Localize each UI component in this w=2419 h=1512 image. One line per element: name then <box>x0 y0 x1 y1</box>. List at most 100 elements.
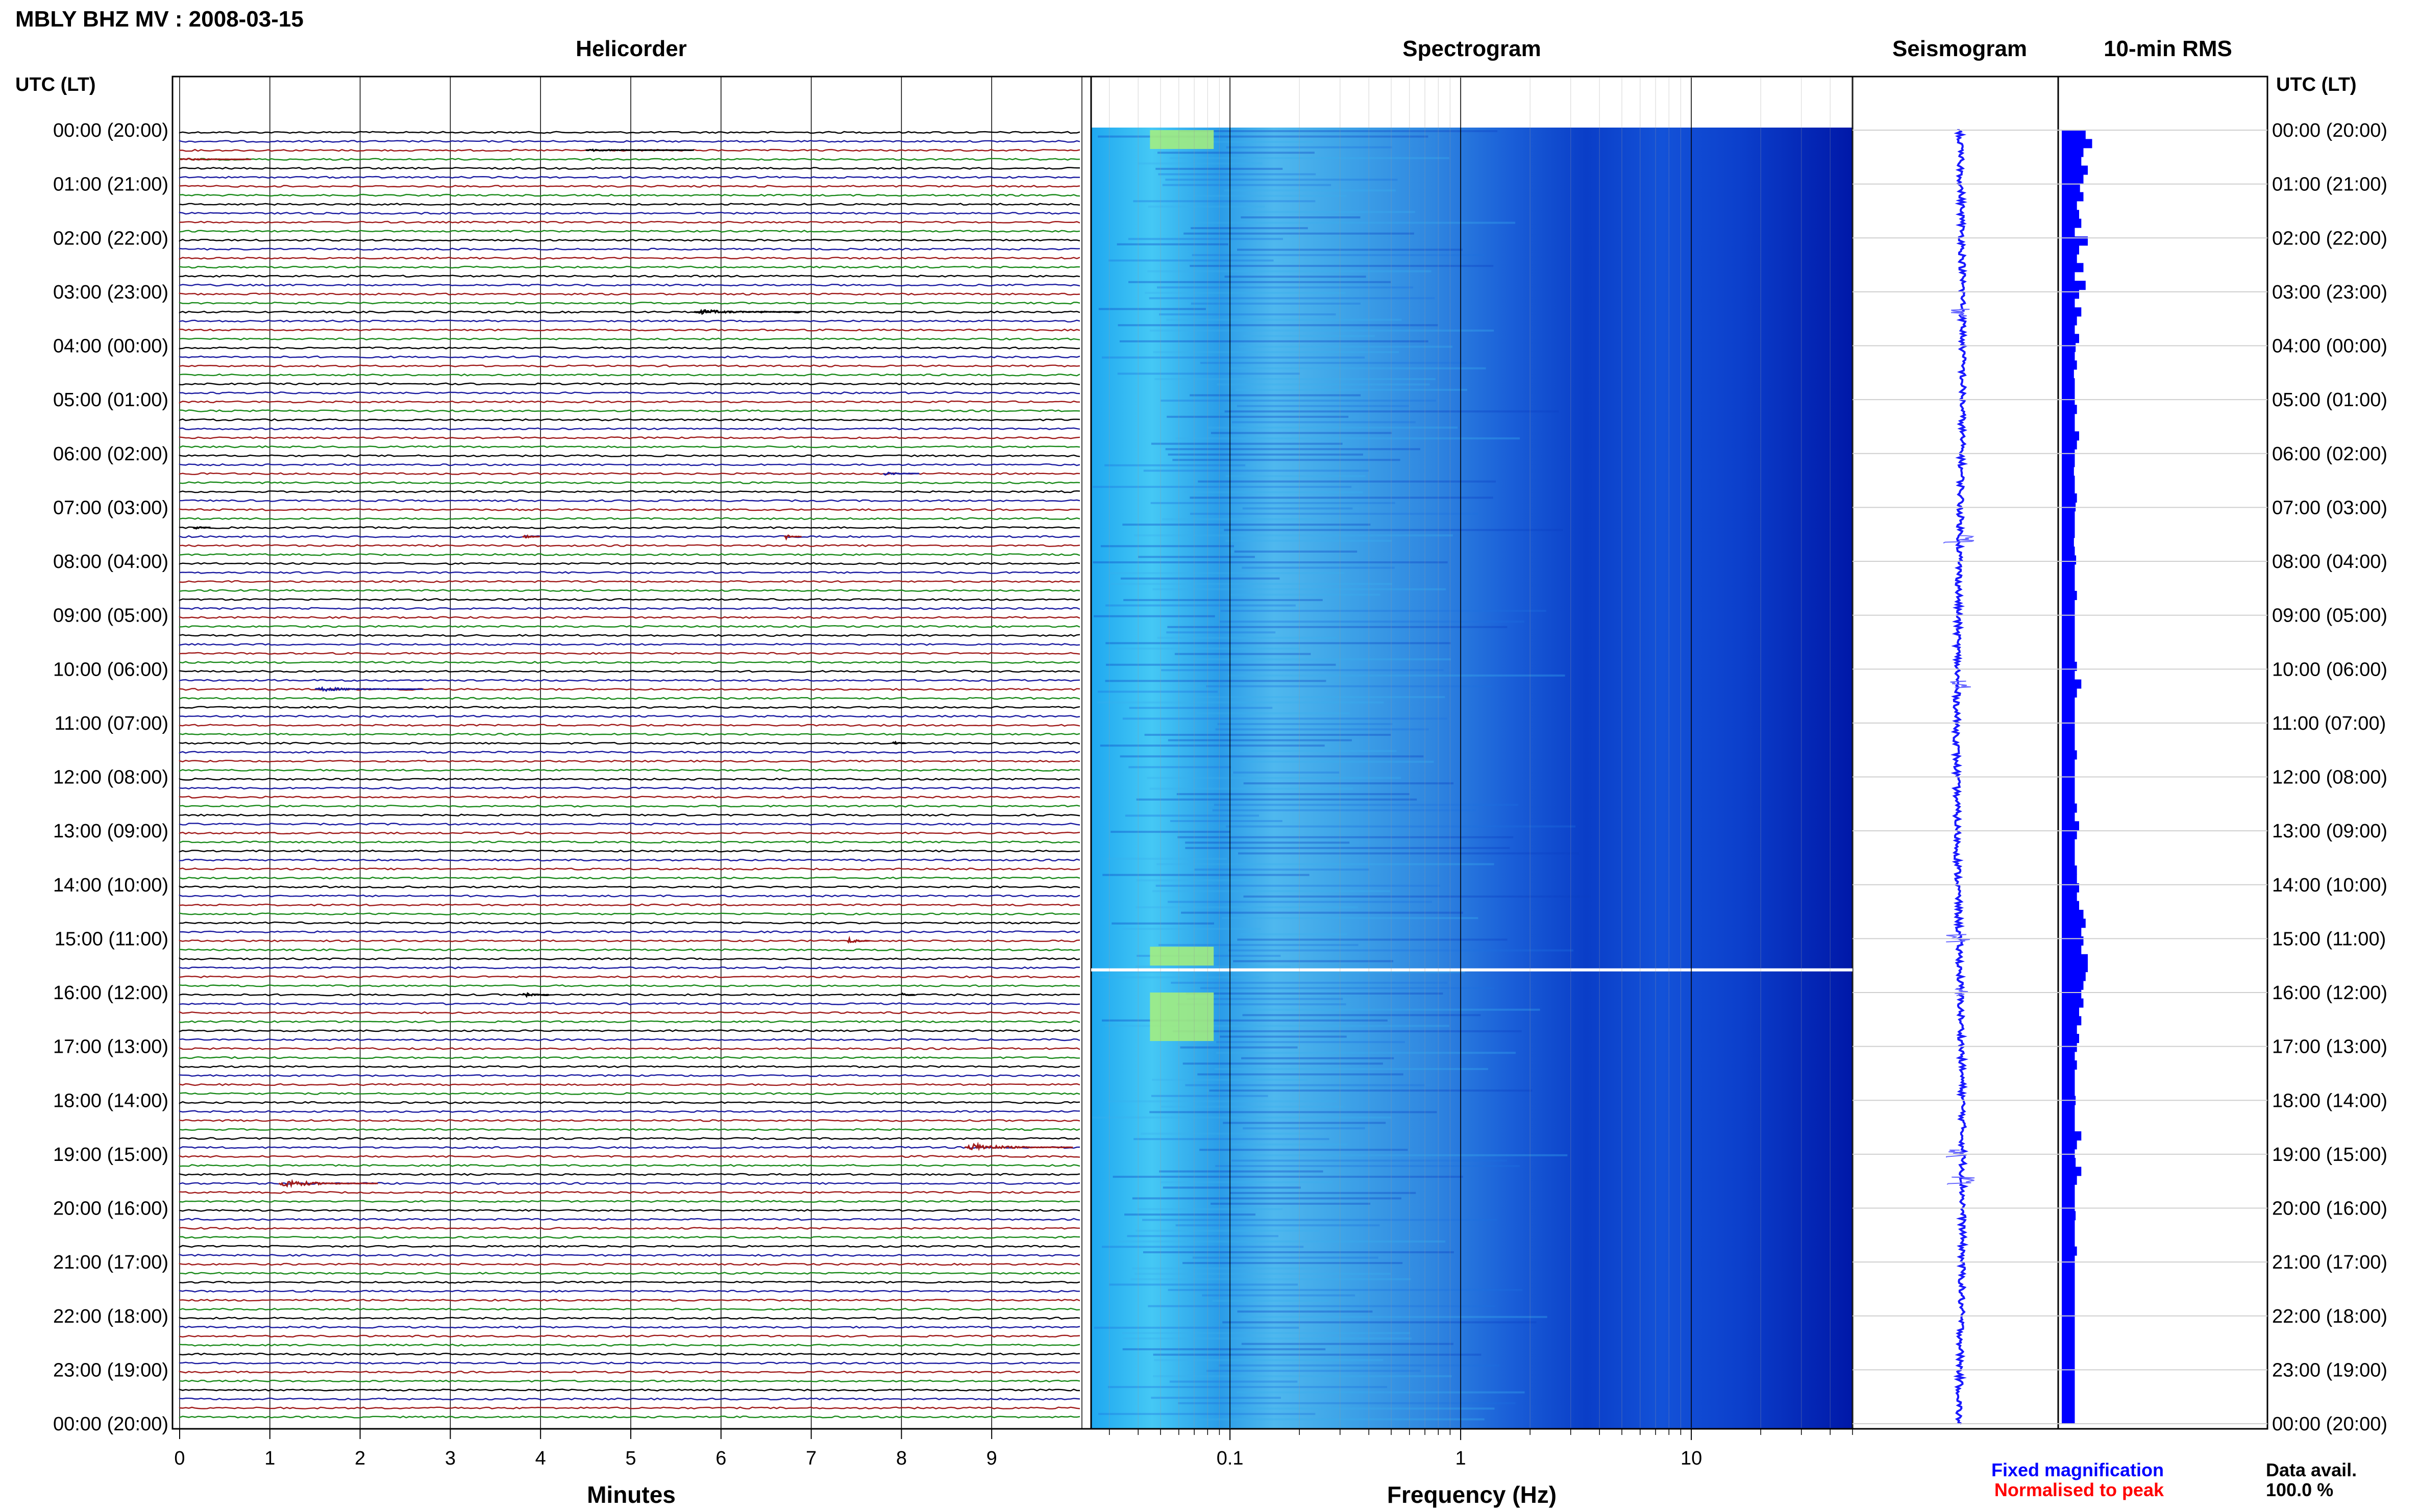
spectrogram-band <box>1098 308 1206 310</box>
spectrogram-band <box>1133 1138 1329 1141</box>
rms-bar <box>2062 555 2077 565</box>
helicorder-trace <box>179 921 1080 925</box>
rms-bar <box>2062 927 2082 937</box>
spectrogram-band <box>1216 1052 1516 1054</box>
seismogram-spike <box>1946 934 1970 943</box>
time-label-left: 15:00 (11:00) <box>55 928 168 950</box>
helicorder-trace <box>179 1092 1080 1095</box>
spectrogram-band <box>1185 841 1350 844</box>
helicorder-trace <box>179 517 1080 520</box>
rms-bar <box>2062 307 2082 317</box>
rms-bar <box>2062 1397 2075 1406</box>
spectrogram-band <box>1175 437 1520 440</box>
rms-bar <box>2062 909 2084 919</box>
helicorder-trace <box>179 912 1080 915</box>
spectrogram-band <box>1233 960 1394 962</box>
helicorder-trace <box>179 840 1080 844</box>
helicorder-trace <box>179 203 1080 206</box>
spectrogram-band <box>1105 604 1296 607</box>
helicorder-trace <box>179 1146 1080 1150</box>
helicorder-title: Helicorder <box>576 36 687 61</box>
helicorder-trace <box>179 427 1080 431</box>
rms-bar <box>2062 369 2074 379</box>
spectrogram-band <box>1133 200 1316 203</box>
spectrogram-band <box>1238 852 1579 855</box>
spectrogram-band <box>1149 329 1494 332</box>
rms-bar <box>2062 785 2075 795</box>
spectrogram-band <box>1243 1154 1568 1156</box>
helicorder-trace <box>179 777 1080 781</box>
helicorder-trace <box>179 724 1080 727</box>
helicorder-trace <box>179 319 1080 323</box>
time-label-right: 09:00 (05:00) <box>2272 605 2387 627</box>
rms-bar <box>2062 1034 2079 1043</box>
spectrogram-band <box>1192 1256 1378 1259</box>
spectrogram-band <box>1237 249 1463 251</box>
spectrogram-band <box>1102 1246 1304 1248</box>
spectrogram-band <box>1242 1014 1481 1017</box>
spectrogram-band <box>1132 1267 1318 1270</box>
helicorder-trace <box>179 1307 1080 1311</box>
time-label-right: 16:00 (12:00) <box>2272 982 2387 1004</box>
spectrogram-band <box>1149 787 1353 790</box>
helicorder-trace <box>179 131 1080 134</box>
helicorder-trace <box>179 930 1080 934</box>
spectrogram-band <box>1237 938 1508 941</box>
spectrogram-band <box>1098 690 1218 693</box>
helicorder-trace <box>179 1191 1080 1194</box>
spectrogram-band <box>1105 642 1451 645</box>
helicorder-trace <box>179 1379 1080 1383</box>
time-label-left: 07:00 (03:00) <box>53 497 168 518</box>
spectrogram-band <box>1199 1418 1485 1421</box>
spectrogram-band <box>1162 184 1331 186</box>
spectrogram-band <box>1136 879 1252 882</box>
spectrogram-band <box>1128 238 1283 240</box>
spectrogram-band <box>1242 507 1353 510</box>
helicorder-trace <box>179 158 1080 161</box>
helicorder-trace <box>179 166 1080 170</box>
spectrogram-band <box>1241 1316 1547 1318</box>
helicorder-trace <box>179 939 1080 943</box>
spectrogram-band <box>1184 491 1363 493</box>
rms-bar <box>2062 298 2075 308</box>
spectrogram-band <box>1244 335 1375 337</box>
spectrogram-band <box>1124 1213 1255 1216</box>
spectrogram-band <box>1122 1332 1411 1334</box>
spectrogram-band <box>1130 1278 1411 1280</box>
spectrogram-band <box>1161 1181 1333 1183</box>
helicorder-trace <box>179 1128 1080 1131</box>
helicorder-trace <box>179 714 1080 718</box>
spectrogram-band <box>1224 276 1366 278</box>
rms-bar <box>2062 1317 2075 1327</box>
helicorder-trace <box>179 858 1080 862</box>
helicorder-trace <box>179 813 1080 817</box>
spectrogram-band <box>1098 1412 1316 1415</box>
rms-bar <box>2062 228 2075 237</box>
helicorder-trace <box>179 741 1080 745</box>
helicorder-trace <box>179 661 1080 664</box>
rms-bar <box>2062 1184 2075 1194</box>
spectrogram-band <box>1104 1025 1449 1027</box>
helicorder-trace <box>179 193 1080 197</box>
spectrogram-band <box>1118 324 1438 327</box>
spectrogram-band <box>1199 1149 1408 1151</box>
spectrogram-band <box>1178 1402 1516 1404</box>
rms-bar <box>2062 218 2082 228</box>
spectrogram-band <box>1240 933 1347 935</box>
spectrogram-band <box>1215 728 1429 731</box>
helicorder-trace <box>179 903 1080 907</box>
spectrogram-band <box>1222 917 1478 920</box>
spectrogram-band <box>1136 1229 1320 1232</box>
spectrogram-band <box>1155 167 1283 170</box>
time-label-right: 23:00 (19:00) <box>2272 1359 2387 1381</box>
spectrogram-band <box>1220 621 1524 623</box>
time-label-right: 15:00 (11:00) <box>2272 928 2386 950</box>
spectrogram-band <box>1117 243 1228 245</box>
rms-bar <box>2062 671 2075 680</box>
spectrogram-band <box>1161 669 1444 672</box>
helicorder-event <box>892 740 906 745</box>
spectrogram-band <box>1165 448 1420 451</box>
time-label-left: 02:00 (22:00) <box>53 228 168 249</box>
helicorder-trace <box>179 759 1080 763</box>
spectrogram-band <box>1113 1176 1463 1178</box>
